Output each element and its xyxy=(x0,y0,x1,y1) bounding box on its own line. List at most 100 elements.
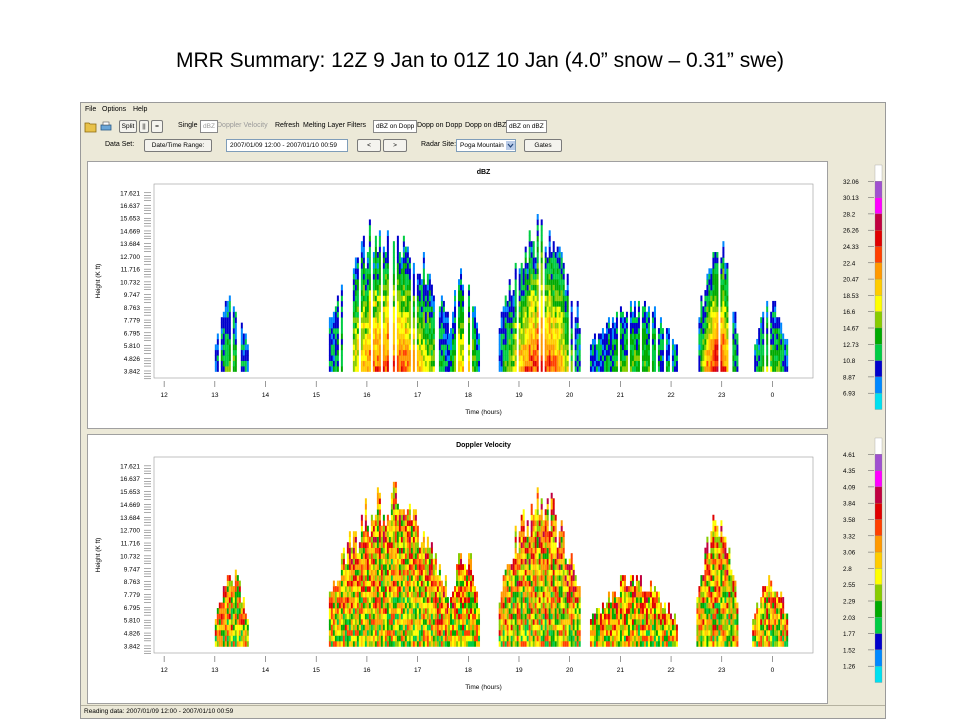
echo-pixel xyxy=(360,597,363,603)
echo-pixel xyxy=(348,569,351,576)
menu-options[interactable]: Options xyxy=(102,106,127,113)
echo-pixel xyxy=(532,284,535,291)
dopp-on-dbz-button[interactable]: Dopp on dBZ xyxy=(465,122,507,129)
dbz-on-dbz-button[interactable]: dBZ on dBZ xyxy=(506,120,547,133)
chevron-down-icon[interactable] xyxy=(506,141,515,150)
echo-pixel xyxy=(524,536,527,543)
refresh-link[interactable]: Refresh xyxy=(275,122,300,129)
echo-pixel xyxy=(396,252,399,258)
echo-pixel xyxy=(356,268,359,275)
colorbar-label: 12.73 xyxy=(843,342,859,349)
echo-pixel xyxy=(564,311,567,318)
echo-pixel xyxy=(774,366,777,372)
echo-pixel xyxy=(540,219,543,226)
echo-pixel xyxy=(336,613,339,620)
echo-pixel xyxy=(354,317,357,323)
single-velocity-option[interactable]: Doppler Velocity xyxy=(217,122,268,129)
echo-pixel xyxy=(510,613,513,620)
echo-pixel xyxy=(609,338,612,345)
echo-pixel xyxy=(340,349,343,356)
radar-site-select[interactable]: Poga Mountain xyxy=(456,139,516,152)
equal-button[interactable]: = xyxy=(151,120,163,133)
echo-pixel xyxy=(536,317,539,323)
dbz-on-dopp-button[interactable]: dBZ on Dopp xyxy=(373,120,418,133)
folder-open-icon[interactable] xyxy=(84,120,98,133)
echo-pixel xyxy=(548,366,551,372)
echo-pixel xyxy=(432,569,435,576)
echo-pixel xyxy=(518,547,521,554)
echo-pixel xyxy=(550,569,553,576)
echo-pixel xyxy=(406,300,409,307)
echo-pixel xyxy=(772,338,775,345)
echo-pixel xyxy=(394,536,397,543)
plot-title: Doppler Velocity xyxy=(456,442,511,449)
echo-pixel xyxy=(222,640,225,647)
echo-pixel xyxy=(392,360,395,367)
echo-pixel xyxy=(732,317,735,323)
echo-pixel xyxy=(552,509,555,516)
echo-pixel xyxy=(412,586,415,592)
echo-pixel xyxy=(544,252,547,258)
echo-pixel xyxy=(576,311,579,318)
echo-pixel xyxy=(560,564,563,570)
echo-pixel xyxy=(526,564,529,570)
echo-pixel xyxy=(621,333,624,340)
menu-file[interactable]: File xyxy=(85,106,97,113)
echo-pixel xyxy=(238,624,241,631)
echo-pixel xyxy=(544,273,547,280)
echo-pixel xyxy=(516,586,519,592)
echo-pixel xyxy=(378,536,381,543)
echo-pixel xyxy=(478,640,481,647)
echo-pixel xyxy=(420,311,423,318)
echo-pixel xyxy=(236,640,239,647)
echo-pixel xyxy=(392,613,395,620)
echo-pixel xyxy=(556,591,559,598)
colorbar-swatch xyxy=(874,213,883,231)
echo-pixel xyxy=(348,580,351,587)
echo-pixel xyxy=(346,580,349,587)
echo-pixel xyxy=(544,630,547,636)
echo-pixel xyxy=(540,355,543,361)
echo-pixel xyxy=(464,602,467,609)
echo-pixel xyxy=(534,338,537,345)
date-range-field[interactable]: 2007/01/09 12:00 - 2007/01/10 00:59 xyxy=(226,139,348,152)
prev-button[interactable]: < xyxy=(357,139,381,152)
echo-pixel xyxy=(591,360,594,367)
next-button[interactable]: > xyxy=(383,139,407,152)
echo-pixel xyxy=(536,257,539,264)
echo-pixel xyxy=(346,569,349,576)
echo-pixel xyxy=(400,635,403,642)
echo-pixel xyxy=(456,630,459,636)
split-button[interactable]: Split xyxy=(119,120,137,133)
echo-pixel xyxy=(406,597,409,603)
echo-pixel xyxy=(536,624,539,631)
echo-pixel xyxy=(512,355,515,361)
filters-link[interactable]: Filters xyxy=(347,122,367,129)
single-dbz-toggle[interactable]: dBZ xyxy=(200,120,218,133)
pause-button[interactable]: || xyxy=(139,120,149,133)
echo-pixel xyxy=(514,640,517,647)
echo-pixel xyxy=(232,366,235,372)
menu-help[interactable]: Help xyxy=(133,106,148,113)
print-icon[interactable] xyxy=(99,120,113,133)
echo-pixel xyxy=(591,349,594,356)
echo-pixel xyxy=(619,366,622,372)
echo-pixel xyxy=(242,355,245,361)
echo-pixel xyxy=(434,564,437,570)
echo-pixel xyxy=(224,322,227,329)
date-range-button[interactable]: Date/Time Range: xyxy=(144,139,212,152)
echo-pixel xyxy=(560,575,563,581)
echo-pixel xyxy=(502,640,505,647)
echo-pixel xyxy=(460,624,463,631)
echo-pixel xyxy=(386,268,389,275)
echo-pixel xyxy=(518,295,521,302)
echo-pixel xyxy=(412,284,415,291)
echo-pixel xyxy=(540,640,543,647)
echo-pixel xyxy=(550,344,553,351)
melting-layer-link[interactable]: Melting Layer xyxy=(303,122,346,129)
echo-pixel xyxy=(384,531,387,538)
echo-pixel xyxy=(432,602,435,609)
dopp-on-dopp-button[interactable]: Dopp on Dopp xyxy=(417,122,463,129)
gates-button[interactable]: Gates xyxy=(524,139,562,152)
echo-pixel xyxy=(504,569,507,576)
